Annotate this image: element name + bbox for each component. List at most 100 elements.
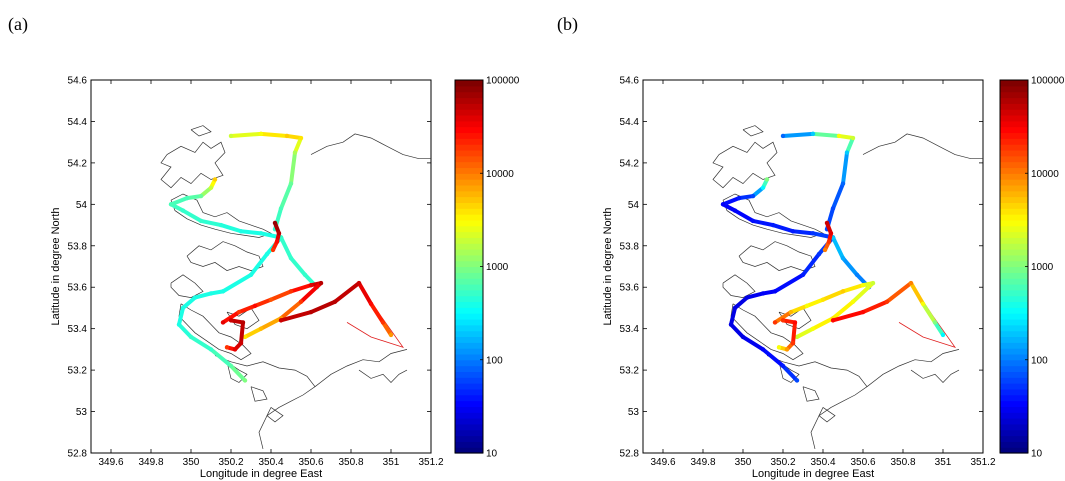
track-segment xyxy=(239,229,263,236)
track-point xyxy=(784,347,790,352)
x-tick-label: 350.8 xyxy=(338,457,363,468)
track-point xyxy=(288,289,294,294)
colorbar-tick-label: 10 xyxy=(486,449,498,460)
colorbar-tick-label: 100000 xyxy=(486,76,520,87)
colorbar-band xyxy=(455,91,483,99)
x-axis-label: Longitude in degree East xyxy=(200,468,322,480)
track-point xyxy=(292,150,298,155)
track-segment xyxy=(861,299,889,315)
colorbar-band xyxy=(455,161,483,169)
x-tick-label: 349.6 xyxy=(650,457,675,468)
track-segment xyxy=(831,181,845,211)
track-point xyxy=(794,334,800,340)
track-point xyxy=(750,193,756,199)
track-segment xyxy=(831,299,855,321)
colorbar-tick-label: 10000 xyxy=(486,169,514,180)
colorbar-band xyxy=(1000,167,1028,174)
track-point xyxy=(270,247,276,253)
y-tick-label: 54.6 xyxy=(620,76,640,87)
colorbar-band xyxy=(1000,85,1028,93)
track-point xyxy=(248,272,254,277)
track-segment xyxy=(851,281,875,304)
track-point xyxy=(184,195,190,201)
track-segment xyxy=(885,281,913,304)
colorbar-band xyxy=(455,406,483,413)
y-tick-label: 53.6 xyxy=(68,283,88,294)
colorbar-band xyxy=(1000,394,1028,402)
colorbar-band xyxy=(1000,359,1028,367)
track-point xyxy=(274,239,280,244)
plot-area xyxy=(90,79,432,454)
track-segment xyxy=(279,181,293,211)
track-point xyxy=(278,206,284,211)
track-segment xyxy=(921,301,937,325)
coastline xyxy=(818,407,836,423)
track-segment xyxy=(729,322,745,339)
track-point xyxy=(790,340,796,346)
track-segment xyxy=(259,131,289,138)
track-segment xyxy=(279,299,303,321)
colorbar-band xyxy=(455,202,483,209)
colorbar-band xyxy=(1000,243,1028,250)
colorbar-band xyxy=(1000,80,1028,87)
coastline xyxy=(742,125,764,137)
colorbar-band xyxy=(455,400,483,407)
coastline xyxy=(730,303,804,361)
track-point xyxy=(822,247,828,253)
colorbar-band xyxy=(455,447,483,454)
colorbar-band xyxy=(1000,336,1028,343)
y-tick-label: 54.4 xyxy=(620,117,640,128)
track-point xyxy=(208,291,214,296)
colorbar-band xyxy=(1000,202,1028,209)
track-point xyxy=(908,280,914,286)
track-point xyxy=(736,195,742,201)
coastline xyxy=(170,274,204,298)
y-tick-label: 52.8 xyxy=(620,449,640,460)
track-point xyxy=(732,305,738,311)
track-segment xyxy=(229,363,247,383)
track-point xyxy=(298,299,304,304)
track-segment xyxy=(185,194,203,201)
track-point xyxy=(218,222,224,228)
track-segment xyxy=(771,223,795,234)
colorbar: 10 100 1000 10000 100000 xyxy=(999,76,1065,460)
track-segment xyxy=(733,208,755,223)
track-series-4 xyxy=(220,280,324,340)
track-point xyxy=(830,318,836,323)
track-series-3 xyxy=(278,235,320,290)
track-segment xyxy=(745,291,765,300)
x-axis-label: Longitude in degree East xyxy=(752,468,874,480)
colorbar-band xyxy=(1000,295,1028,303)
colorbar-band xyxy=(455,266,483,273)
track-point xyxy=(750,218,756,224)
colorbar-band xyxy=(1000,91,1028,99)
coastline xyxy=(310,133,431,160)
colorbar-band xyxy=(455,388,483,396)
colorbar-band xyxy=(455,190,483,198)
track-segment xyxy=(733,295,749,310)
colorbar-band xyxy=(455,155,483,163)
track-segment xyxy=(933,320,945,337)
track-point xyxy=(770,222,776,228)
colorbar-band xyxy=(1000,120,1028,128)
x-tick-label: 351 xyxy=(383,457,400,468)
track-point xyxy=(302,272,308,277)
colorbar-band xyxy=(455,295,483,303)
track-point xyxy=(264,251,270,257)
y-tick-label: 53.6 xyxy=(620,283,640,294)
colorbar-band xyxy=(455,394,483,402)
track-point xyxy=(850,135,856,141)
track-point xyxy=(840,256,846,261)
colorbar-band xyxy=(455,126,483,134)
track-point xyxy=(176,322,182,327)
track-series-1 xyxy=(720,177,836,240)
colorbar-band xyxy=(455,272,483,279)
colorbar-tick-label: 100000 xyxy=(1031,76,1065,87)
track-point xyxy=(308,309,314,315)
colorbar-band xyxy=(455,120,483,128)
track-point xyxy=(238,340,244,346)
x-tick-label: 350.6 xyxy=(850,457,875,468)
track-segment xyxy=(789,303,809,315)
colorbar-band xyxy=(1000,225,1028,233)
track-point xyxy=(788,309,794,315)
